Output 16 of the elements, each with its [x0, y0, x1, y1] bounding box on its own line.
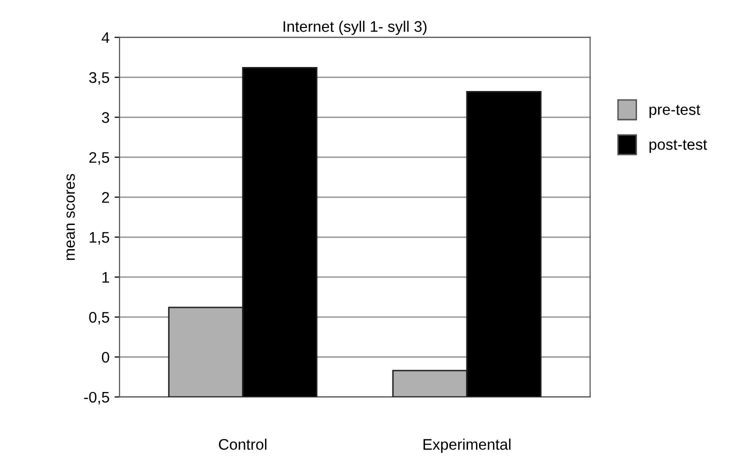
y-tick-label: 4 [102, 32, 110, 43]
y-tick-label: 0,5 [89, 312, 110, 325]
y-tick-label: 1 [102, 272, 110, 283]
y-axis-title: mean scores [66, 174, 75, 260]
x-tick-label: Experimental [424, 438, 510, 453]
y-tick-label: 3 [102, 112, 110, 123]
x-tick-label: Control [218, 438, 266, 450]
y-tick-label: 2,5 [89, 152, 110, 165]
y-tick-label: 1,5 [90, 232, 110, 245]
legend-label: pre-test [650, 104, 700, 118]
legend-label: post-test [650, 140, 708, 153]
y-tick-label: 0 [102, 352, 110, 363]
y-tick-label: 2 [102, 192, 110, 203]
chart-title: Internet (syll 1- syll 3) [284, 20, 426, 35]
y-tick-label: 3,5 [89, 72, 110, 85]
y-tick-label: -0,5 [84, 392, 110, 404]
